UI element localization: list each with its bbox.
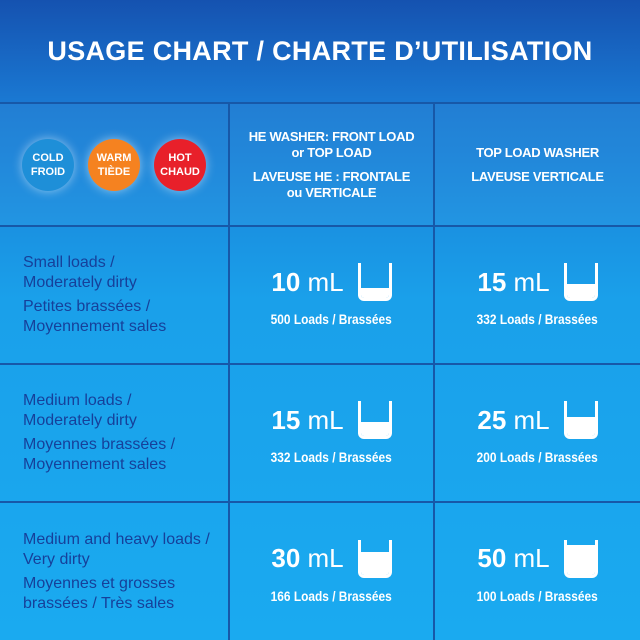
usage-table: COLD FROID WARM TIÈDE HOT CHAUD HE WASHER: FRO… (0, 102, 640, 640)
dose-cell: 15 mL 332 Loads / Brassées (230, 363, 435, 501)
cup-fill-level (566, 284, 595, 298)
loads-count: 500 Loads / Brassées (270, 311, 393, 327)
loads-count: 200 Loads / Brassées (476, 449, 599, 465)
cup-fill-level (566, 416, 595, 436)
page-title: USAGE CHART / CHARTE D’UTILISATION (47, 36, 593, 66)
dose-cell: 25 mL 200 Loads / Brassées (435, 363, 640, 501)
measuring-cup-icon (357, 263, 392, 301)
dose-cell: 50 mL 100 Loads / Brassées (435, 501, 640, 640)
loads-count: 332 Loads / Brassées (476, 311, 599, 327)
measuring-cup-icon (563, 539, 598, 578)
loads-count: 332 Loads / Brassées (270, 449, 393, 465)
dose-amount: 50 mL (477, 543, 550, 573)
measuring-cup-icon (357, 401, 392, 439)
dose-cell: 10 mL 500 Loads / Brassées (230, 225, 435, 363)
dose-amount: 30 mL (271, 543, 344, 573)
temp-badge-warm: WARM TIÈDE (88, 138, 140, 191)
column-header: TOP LOAD WASHER LAVEUSE VERTICALE (435, 102, 640, 225)
cup-fill-level (360, 551, 389, 575)
measuring-cup-icon (563, 401, 598, 439)
column-header: HE WASHER: FRONT LOAD or TOP LOAD LAVEUSE … (230, 102, 435, 225)
dose-amount: 15 mL (477, 266, 550, 297)
dose-amount: 15 mL (271, 404, 344, 435)
dose-cell: 30 mL 166 Loads / Brassées (230, 501, 435, 640)
cup-fill-level (360, 287, 389, 298)
temperature-cell: COLD FROID WARM TIÈDE HOT CHAUD (0, 102, 230, 225)
loads-count: 166 Loads / Brassées (270, 587, 393, 604)
dose-cell: 15 mL 332 Loads / Brassées (435, 225, 640, 363)
row-label: Small loads / Moderately dirty Petites bra… (0, 225, 230, 363)
temp-badge-hot: HOT CHAUD (154, 138, 206, 191)
cup-fill-level (360, 422, 389, 436)
loads-count: 100 Loads / Brassées (476, 587, 599, 604)
measuring-cup-icon (357, 539, 392, 578)
dose-amount: 10 mL (271, 266, 344, 297)
dose-amount: 25 mL (477, 404, 550, 435)
temp-badge-cold: COLD FROID (22, 138, 74, 191)
row-label: Medium and heavy loads / Very dirty Moyenn… (0, 501, 230, 640)
row-label: Medium loads / Moderately dirty Moyennes b… (0, 363, 230, 501)
cup-fill-level (566, 544, 595, 575)
measuring-cup-icon (563, 263, 598, 301)
